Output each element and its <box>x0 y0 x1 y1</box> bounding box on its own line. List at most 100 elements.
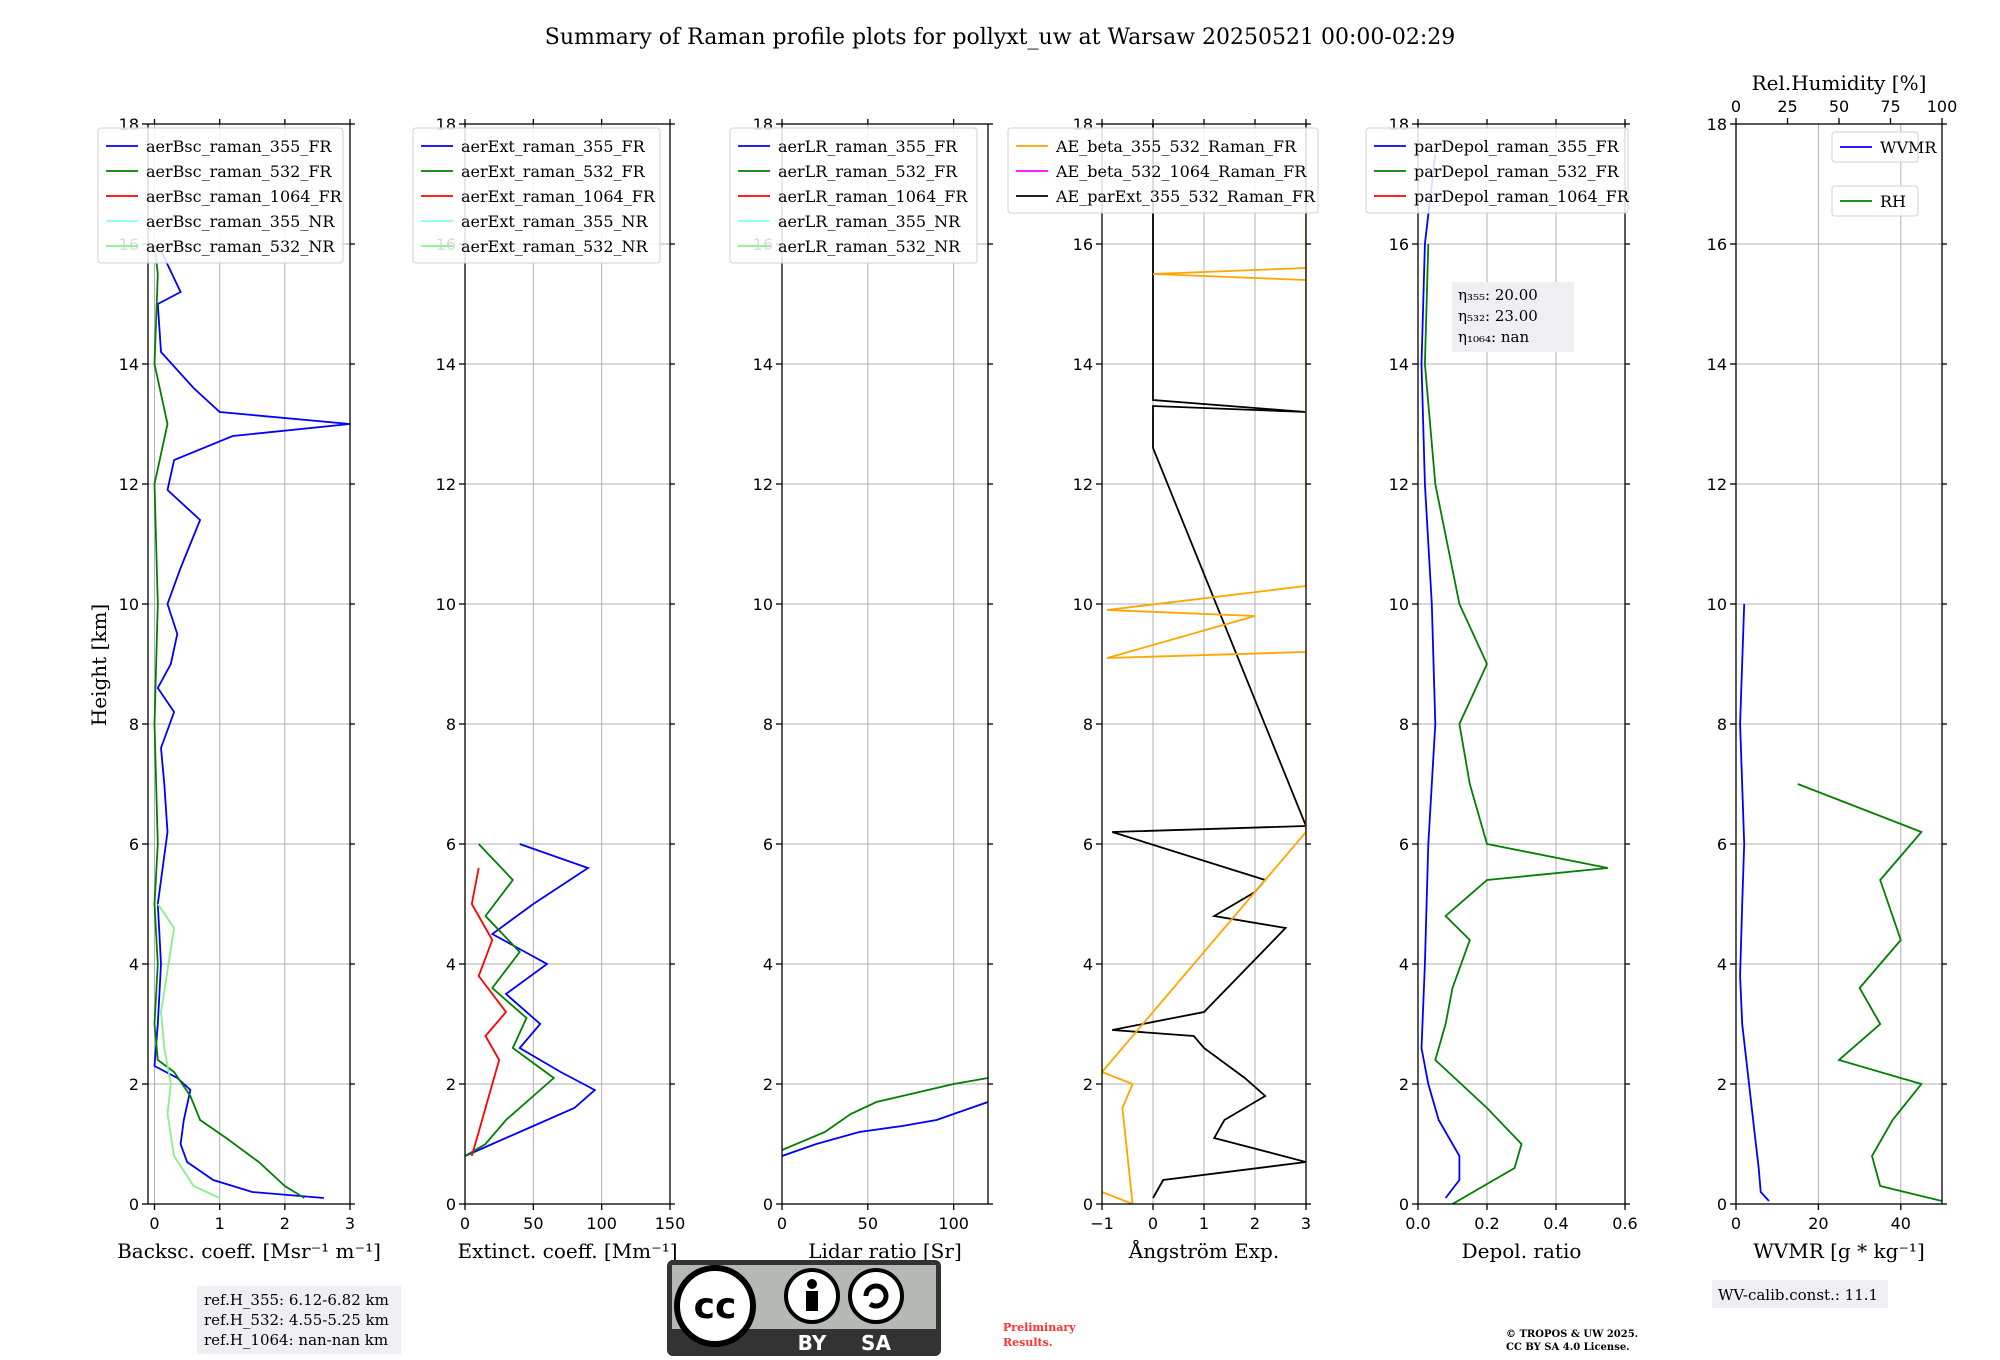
ytick-label: 0 <box>1083 1195 1093 1214</box>
badge-sa-label: SA <box>861 1331 891 1355</box>
y-axis-title: Height [km] <box>87 604 111 726</box>
ytick-label: 4 <box>763 955 773 974</box>
legend-entry: aerBsc_raman_1064_FR <box>146 187 343 206</box>
ytick-label: 10 <box>1707 595 1727 614</box>
series-line-aerExt_raman_1064_FR <box>470 867 508 1157</box>
top-xtick-label: 50 <box>1829 97 1849 116</box>
xtick-label: 0.6 <box>1612 1214 1637 1233</box>
panel-backscatter: 0246810121416180123Backsc. coeff. [Msr⁻¹… <box>97 115 381 1263</box>
ytick-label: 4 <box>446 955 456 974</box>
top-xtick-label: 100 <box>1927 97 1958 116</box>
xtick-label: −1 <box>1090 1214 1114 1233</box>
legend-entry: aerExt_raman_532_NR <box>461 237 649 256</box>
series-line-aerLR_raman_532_FR <box>782 1077 988 1151</box>
xtick-label: 100 <box>938 1214 969 1233</box>
ytick-label: 14 <box>1389 355 1409 374</box>
xtick-label: 150 <box>655 1214 686 1233</box>
x-axis-title: Backsc. coeff. [Msr⁻¹ m⁻¹] <box>117 1239 381 1263</box>
legend-entry: AE_parExt_355_532_Raman_FR <box>1055 187 1316 206</box>
series-group <box>1420 153 1608 1204</box>
series-line-AE_parExt_355_532_Raman_FR <box>1111 124 1306 1199</box>
panel-extinction: 024681012141618050100150Extinct. coeff. … <box>412 115 686 1263</box>
xtick-label: 20 <box>1808 1214 1828 1233</box>
series-line-WVMR <box>1739 603 1770 1202</box>
xtick-label: 1 <box>215 1214 225 1233</box>
legend-entry: AE_beta_355_532_Raman_FR <box>1055 137 1297 156</box>
x-axis-title: Ångström Exp. <box>1128 1238 1279 1263</box>
xtick-label: 3 <box>345 1214 355 1233</box>
xtick-label: 0.4 <box>1543 1214 1568 1233</box>
y-axis-title-group: Height [km] <box>87 604 111 726</box>
ytick-label: 14 <box>753 355 773 374</box>
legend-entry: aerLR_raman_532_NR <box>778 237 961 256</box>
legend-entry: parDepol_raman_1064_FR <box>1414 187 1630 206</box>
ytick-label: 16 <box>1707 235 1727 254</box>
ref-heights-box: ref.H_355: 6.12-6.82 km ref.H_532: 4.55-… <box>197 1286 401 1354</box>
ytick-label: 12 <box>753 475 773 494</box>
ytick-label: 0 <box>129 1195 139 1214</box>
annotation-line: η₁₀₆₄: nan <box>1458 328 1529 346</box>
panels: 0246810121416180123Backsc. coeff. [Msr⁻¹… <box>97 71 1958 1308</box>
ytick-label: 8 <box>1399 715 1409 734</box>
ytick-label: 4 <box>1717 955 1727 974</box>
ytick-label: 2 <box>129 1075 139 1094</box>
xtick-label: 0 <box>777 1214 787 1233</box>
legend-box <box>412 127 661 264</box>
ytick-label: 0 <box>1399 1195 1409 1214</box>
badge-by-label: BY <box>798 1331 827 1355</box>
ytick-label: 18 <box>1707 115 1727 134</box>
axes-frame <box>1735 123 1943 1205</box>
legend: parDepol_raman_355_FR parDepol_raman_532_… <box>1365 127 1630 214</box>
ytick-label: 6 <box>763 835 773 854</box>
ytick-label: 8 <box>763 715 773 734</box>
axes-frame <box>1417 123 1626 1205</box>
ytick-label: 2 <box>1717 1075 1727 1094</box>
series-group <box>465 843 597 1157</box>
xtick-label: 0.2 <box>1474 1214 1499 1233</box>
ytick-label: 4 <box>1083 955 1093 974</box>
legend-entry: aerExt_raman_355_FR <box>461 137 646 156</box>
legend-box <box>97 127 344 264</box>
cc-license-badge: cc BY SA <box>667 1260 941 1356</box>
ytick-label: 14 <box>436 355 456 374</box>
xtick-label: 0 <box>1148 1214 1158 1233</box>
legend-entry: aerLR_raman_355_FR <box>778 137 958 156</box>
ytick-label: 14 <box>1073 355 1093 374</box>
ytick-label: 8 <box>446 715 456 734</box>
figure-title: Summary of Raman profile plots for polly… <box>545 25 1455 50</box>
legend: WVMR RH <box>1831 131 1937 217</box>
legend-entry: AE_beta_532_1064_Raman_FR <box>1055 162 1307 181</box>
preliminary-line-1: Preliminary <box>1003 1321 1076 1334</box>
x-axis-title: Lidar ratio [Sr] <box>808 1239 962 1263</box>
ytick-label: 2 <box>1399 1075 1409 1094</box>
annotation-line: η₅₃₂: 23.00 <box>1458 307 1538 325</box>
ytick-label: 6 <box>129 835 139 854</box>
ytick-label: 8 <box>1083 715 1093 734</box>
series-group <box>153 243 350 1199</box>
ytick-label: 12 <box>1389 475 1409 494</box>
ytick-label: 10 <box>119 595 139 614</box>
legend-entry: aerBsc_raman_532_FR <box>146 162 332 181</box>
x-axis-title: Depol. ratio <box>1462 1239 1582 1263</box>
series-line-parDepol_raman_532_FR <box>1423 243 1608 1204</box>
preliminary-line-2: Results. <box>1003 1336 1053 1349</box>
annotation-line: η₃₅₅: 20.00 <box>1458 286 1538 304</box>
copyright-line-1: © TROPOS & UW 2025. <box>1506 1329 1638 1340</box>
legend: aerBsc_raman_355_FR aerBsc_raman_532_FRae… <box>97 127 344 264</box>
ytick-label: 14 <box>1707 355 1727 374</box>
ytick-label: 8 <box>1717 715 1727 734</box>
xtick-label: 100 <box>586 1214 617 1233</box>
series-group <box>1102 124 1306 1204</box>
legend-box <box>1831 131 1919 163</box>
series-line-AE_beta_355_532_Raman_FR <box>1102 124 1306 1204</box>
top-axis-title: Rel.Humidity [%] <box>1752 71 1927 95</box>
legend-entry: aerLR_raman_532_FR <box>778 162 958 181</box>
annotation-background <box>1712 1280 1888 1308</box>
xtick-label: 0 <box>1731 1214 1741 1233</box>
series-line-aerBsc_raman_355_FR <box>153 243 350 1199</box>
top-xtick-label: 25 <box>1777 97 1797 116</box>
